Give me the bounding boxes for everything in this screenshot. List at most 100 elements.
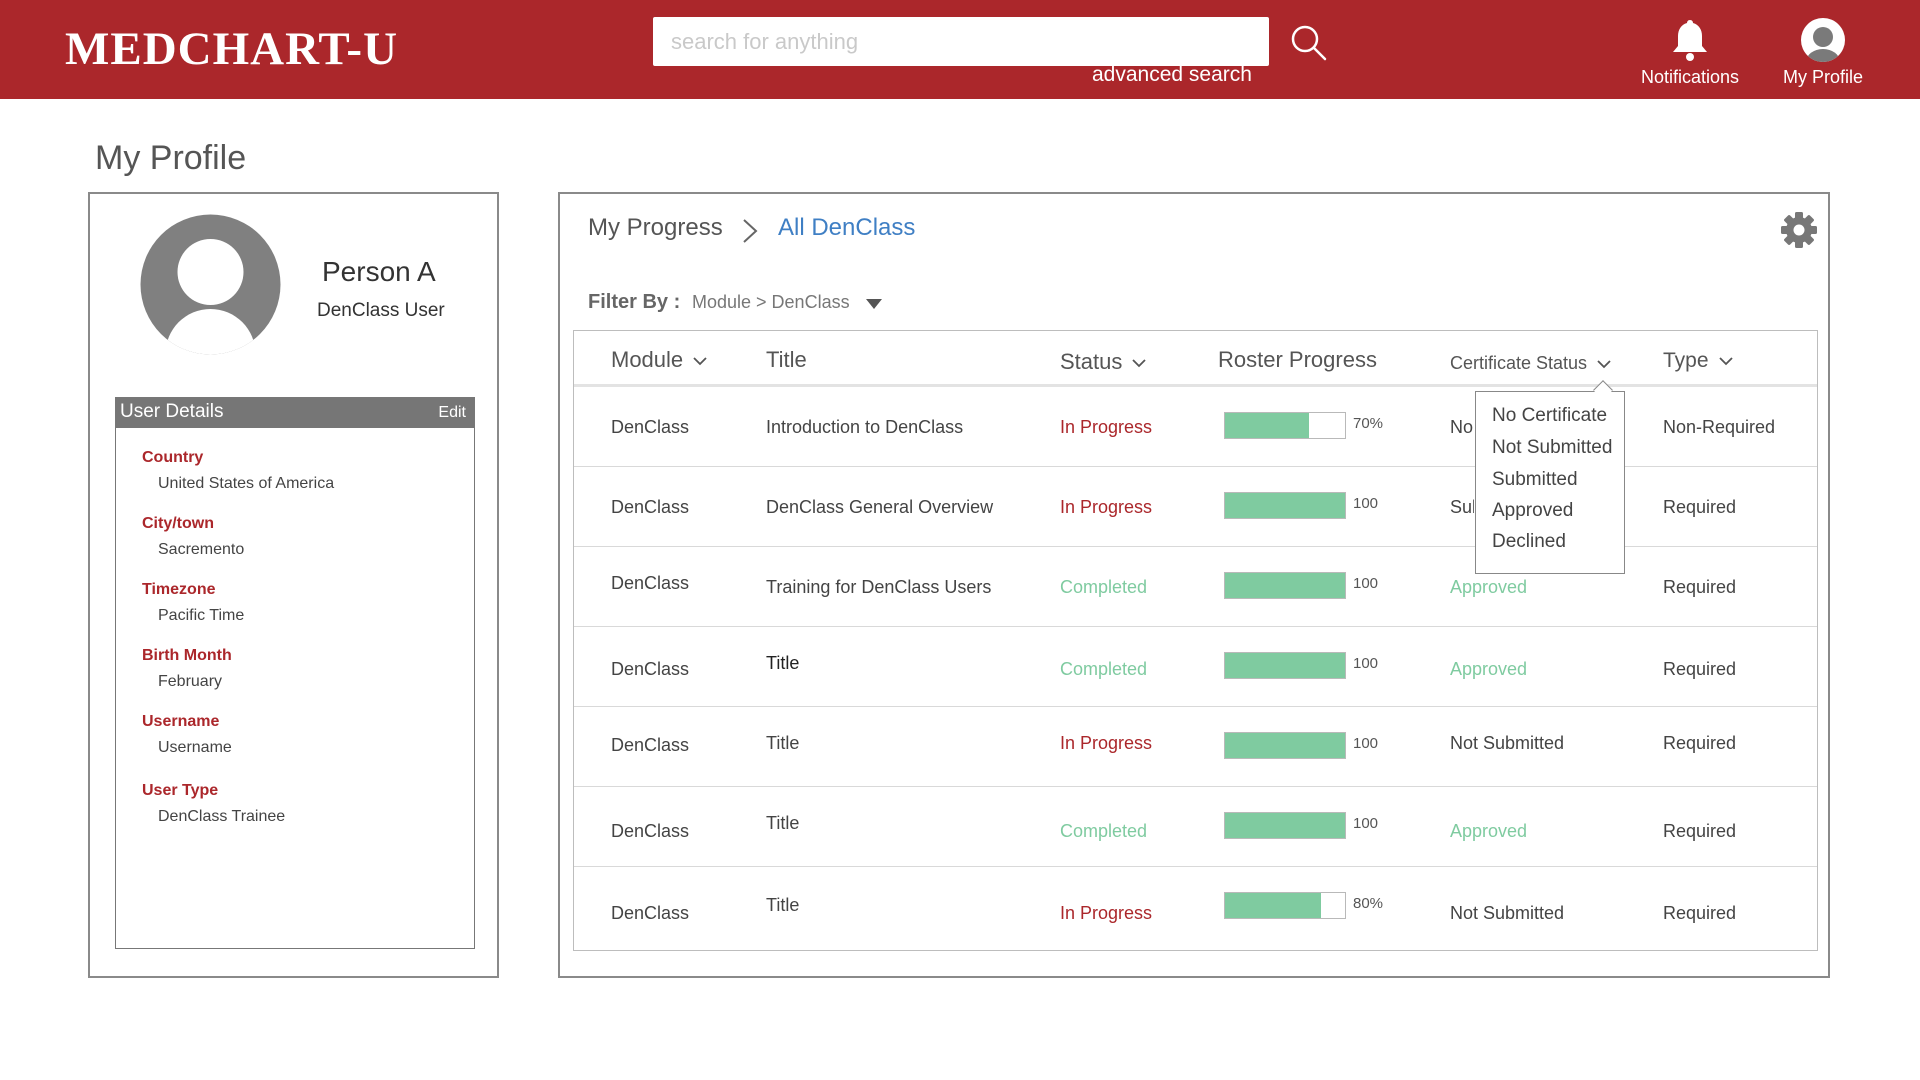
user-details-header: User Details Edit bbox=[116, 398, 474, 428]
detail-label: User Type bbox=[142, 782, 219, 799]
chevron-down-icon bbox=[1718, 357, 1733, 366]
table-row[interactable]: DenClass Training for DenClass Users Com… bbox=[574, 547, 1817, 627]
app-logo[interactable]: MEDCHART-U bbox=[65, 23, 399, 75]
detail-label: Username bbox=[142, 713, 220, 730]
edit-button[interactable]: Edit bbox=[438, 404, 466, 421]
cell-title[interactable]: Title bbox=[766, 653, 800, 673]
cell-module: DenClass bbox=[611, 821, 690, 841]
roster-progress-value: 100 bbox=[1353, 495, 1379, 512]
notifications-button[interactable]: Notifications bbox=[1630, 17, 1750, 88]
cell-title[interactable]: Title bbox=[766, 733, 800, 753]
roster-progress-value: 100 bbox=[1353, 655, 1379, 672]
chevron-down-icon bbox=[1132, 359, 1147, 368]
chevron-down-icon bbox=[1597, 360, 1611, 369]
roster-progress-bar bbox=[1224, 492, 1346, 519]
roster-progress-bar bbox=[1224, 892, 1346, 919]
cell-certificate-status: Not Submitted bbox=[1450, 903, 1565, 923]
certificate-status-dropdown: No Certificate Not Submitted Submitted A… bbox=[1475, 380, 1625, 574]
progress-bar-fill bbox=[1225, 493, 1345, 518]
cell-title[interactable]: DenClass General Overview bbox=[766, 497, 994, 517]
roster-progress-bar bbox=[1224, 732, 1346, 759]
table-row[interactable]: DenClass Introduction to DenClass In Pro… bbox=[574, 387, 1817, 467]
advanced-search-link[interactable]: advanced search bbox=[1092, 63, 1252, 86]
progress-bar-fill bbox=[1225, 813, 1345, 838]
detail-value: DenClass Trainee bbox=[158, 808, 286, 825]
column-header-certificate-status[interactable]: Certificate Status bbox=[1450, 353, 1611, 374]
cell-module: DenClass bbox=[611, 659, 690, 679]
column-header-label: Title bbox=[766, 347, 807, 372]
detail-value: February bbox=[158, 673, 223, 690]
cell-module: DenClass bbox=[611, 573, 690, 593]
cell-module: DenClass bbox=[611, 903, 690, 923]
detail-label: Birth Month bbox=[142, 647, 232, 664]
gear-icon[interactable] bbox=[1779, 210, 1819, 250]
user-details-panel: User Details Edit Country United States … bbox=[115, 397, 475, 949]
detail-label: City/town bbox=[142, 515, 214, 532]
table-row[interactable]: DenClass Title In Progress 100 Not Submi… bbox=[574, 707, 1817, 787]
roster-progress-value: 100 bbox=[1353, 735, 1379, 752]
breadcrumb-all-denclass[interactable]: All DenClass bbox=[778, 214, 916, 241]
profile-card: Person A DenClass User User Details Edit… bbox=[88, 192, 499, 978]
search-input[interactable] bbox=[653, 17, 1269, 66]
column-header-roster-progress: Roster Progress bbox=[1218, 347, 1377, 373]
cell-certificate-status: No Certificate bbox=[1450, 417, 1474, 437]
roster-progress-value: 100 bbox=[1353, 575, 1379, 592]
column-header-module[interactable]: Module bbox=[611, 347, 707, 373]
dropdown-option-not-submitted[interactable]: Not Submitted bbox=[1492, 437, 1613, 458]
dropdown-option-approved[interactable]: Approved bbox=[1492, 500, 1574, 521]
detail-label: Country bbox=[142, 449, 204, 466]
column-header-label: Status bbox=[1060, 349, 1123, 374]
table-header-divider bbox=[574, 384, 1817, 387]
table-row[interactable]: DenClass Title Completed 100 Approved Re… bbox=[574, 627, 1817, 707]
column-header-label: Roster Progress bbox=[1218, 347, 1377, 372]
detail-username: Username Username bbox=[142, 713, 232, 757]
cell-status: In Progress bbox=[1060, 417, 1153, 437]
cell-type: Required bbox=[1663, 497, 1737, 517]
progress-bar-fill bbox=[1225, 733, 1345, 758]
breadcrumb-my-progress[interactable]: My Progress bbox=[588, 214, 723, 241]
cell-type: Non-Required bbox=[1663, 417, 1776, 437]
avatar bbox=[140, 214, 281, 355]
filter-value[interactable]: Module > DenClass bbox=[692, 292, 850, 312]
progress-bar-fill bbox=[1225, 573, 1345, 598]
table-row[interactable]: DenClass DenClass General Overview In Pr… bbox=[574, 467, 1817, 547]
search-icon[interactable] bbox=[1289, 23, 1329, 63]
cell-title[interactable]: Introduction to DenClass bbox=[766, 417, 964, 437]
profile-name: Person A bbox=[322, 256, 436, 287]
cell-certificate-status: Not Submitted bbox=[1450, 733, 1565, 753]
column-header-type[interactable]: Type bbox=[1663, 349, 1733, 373]
detail-value: Username bbox=[158, 739, 232, 756]
dropdown-option-declined[interactable]: Declined bbox=[1492, 531, 1566, 552]
cell-title[interactable]: Training for DenClass Users bbox=[766, 577, 992, 597]
detail-value: Sacremento bbox=[158, 541, 245, 558]
cell-title[interactable]: Title bbox=[766, 895, 800, 915]
cell-status: In Progress bbox=[1060, 733, 1153, 753]
progress-bar-fill bbox=[1225, 413, 1309, 438]
dropdown-option-no-certificate[interactable]: No Certificate bbox=[1492, 405, 1608, 426]
roster-progress-value: 70% bbox=[1353, 415, 1384, 432]
cell-module: DenClass bbox=[611, 417, 690, 437]
caret-down-icon[interactable] bbox=[865, 298, 883, 310]
cell-type: Required bbox=[1663, 733, 1737, 753]
cell-module: DenClass bbox=[611, 735, 690, 755]
progress-bar-fill bbox=[1225, 893, 1321, 918]
column-header-label: Certificate Status bbox=[1450, 353, 1588, 373]
roster-progress-value: 100 bbox=[1353, 815, 1379, 832]
user-details-title: User Details bbox=[120, 401, 224, 422]
roster-progress-bar bbox=[1224, 652, 1346, 679]
my-profile-button[interactable]: My Profile bbox=[1772, 17, 1874, 88]
cell-status: Completed bbox=[1060, 821, 1148, 841]
cell-certificate-status: Approved bbox=[1450, 659, 1528, 679]
top-navigation-bar: MEDCHART-U advanced search Notifications… bbox=[0, 0, 1920, 99]
table-row[interactable]: DenClass Title In Progress 80% Not Submi… bbox=[574, 867, 1817, 947]
cell-status: In Progress bbox=[1060, 497, 1153, 517]
dropdown-option-submitted[interactable]: Submitted bbox=[1492, 469, 1578, 490]
cell-module: DenClass bbox=[611, 497, 690, 517]
cell-status: Completed bbox=[1060, 577, 1148, 597]
cell-title[interactable]: Title bbox=[766, 813, 800, 833]
column-header-status[interactable]: Status bbox=[1060, 349, 1147, 375]
table-row[interactable]: DenClass Title Completed 100 Approved Re… bbox=[574, 787, 1817, 867]
user-avatar-icon bbox=[1801, 18, 1845, 62]
my-profile-label: My Profile bbox=[1782, 67, 1863, 87]
progress-table: Module Title Status Roster Progress Cert… bbox=[573, 330, 1818, 951]
